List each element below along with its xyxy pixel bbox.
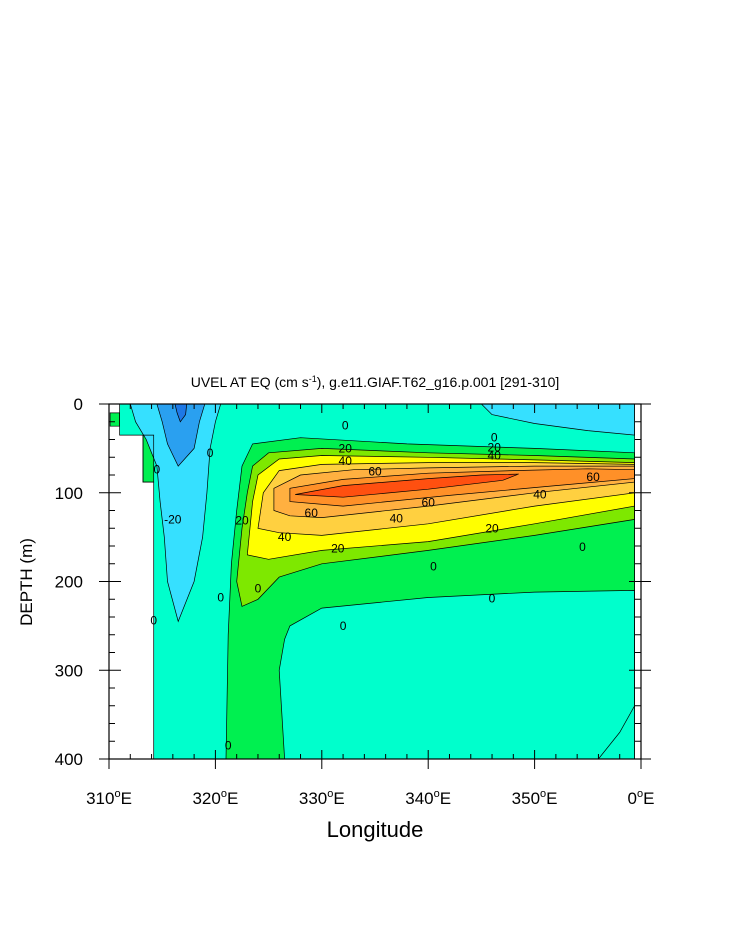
contour-label: 0 (154, 463, 161, 477)
contour-line-5 (480, 404, 635, 436)
y-tick-label: 200 (55, 573, 83, 592)
contour-label: 20 (485, 521, 499, 535)
contour-label: 40 (390, 512, 404, 526)
contour-region-6 (156, 404, 205, 467)
contour-line-1 (225, 437, 635, 759)
contour-label: 0 (225, 739, 232, 753)
contour-label: 0 (207, 446, 214, 460)
contour-label: 20 (235, 513, 249, 527)
x-tick-label: 330oE (299, 788, 345, 808)
contour-line-13 (289, 468, 635, 507)
contour-line-3 (142, 434, 155, 483)
y-tick-label: 100 (55, 484, 83, 503)
chart-title: UVEL AT EQ (cm s-1), g.e11.GIAF.T62_g16.… (191, 374, 560, 390)
contour-line-4 (129, 404, 222, 623)
contour-label: 40 (339, 454, 353, 468)
y-tick-label: 300 (55, 661, 83, 680)
contour-region-4 (130, 404, 221, 622)
contour-label: 0 (217, 591, 224, 605)
x-tick-label: 350oE (512, 788, 558, 808)
y-tick-label: 0 (74, 395, 83, 414)
contour-line-9 (236, 448, 635, 607)
x-axis-title: Longitude (327, 817, 424, 842)
contour-region-2 (110, 412, 120, 427)
contour-label: 0 (491, 431, 498, 445)
contour-fill-layer (110, 404, 635, 759)
contour-label: 40 (278, 530, 292, 544)
x-tick-label: 340oE (405, 788, 451, 808)
contour-label: 0 (342, 418, 349, 432)
contour-label: 20 (488, 441, 502, 455)
contour-region-14 (295, 474, 519, 498)
x-tick-label: 0oE (628, 788, 655, 808)
contour-line-7 (174, 404, 188, 423)
contour-label: 20 (339, 441, 353, 455)
contour-line-6 (156, 404, 206, 467)
contour-label: 20 (331, 542, 345, 556)
axes (99, 403, 651, 769)
contour-lines-layer (109, 404, 635, 759)
contour-label: 0 (150, 614, 157, 628)
contour-line-14 (295, 473, 519, 498)
contour-label: 60 (305, 506, 319, 520)
contour-label: 60 (422, 496, 436, 510)
tick-labels: 310oE 320oE 330oE 340oE 350oE 0oE010020030040… (55, 395, 655, 808)
contour-label: 0 (489, 591, 496, 605)
contour-label: 0 (579, 540, 586, 554)
contour-region-8 (279, 590, 635, 759)
contour-label: 60 (586, 470, 600, 484)
contour-region-13 (289, 468, 635, 507)
contour-line-10 (246, 455, 635, 560)
x-tick-label: 310oE (86, 788, 132, 808)
contour-labels-layer: 0204060020406060604040402000-20202000000… (150, 418, 600, 752)
contour-label: 0 (340, 619, 347, 633)
contour-line-12 (273, 465, 635, 518)
contour-label: 60 (368, 464, 382, 478)
contour-label: -20 (164, 512, 182, 526)
contour-region-5 (481, 404, 635, 436)
contour-region-7 (175, 404, 187, 422)
y-tick-label: 400 (55, 750, 83, 769)
contour-label: 40 (533, 488, 547, 502)
contour-label: 40 (488, 449, 502, 463)
x-tick-label: 320oE (192, 788, 238, 808)
contour-line-11 (257, 462, 635, 536)
contour-label: 0 (255, 582, 262, 596)
y-axis-title: DEPTH (m) (17, 538, 36, 626)
contour-line-8 (278, 590, 635, 759)
contour-label: 0 (430, 559, 437, 573)
